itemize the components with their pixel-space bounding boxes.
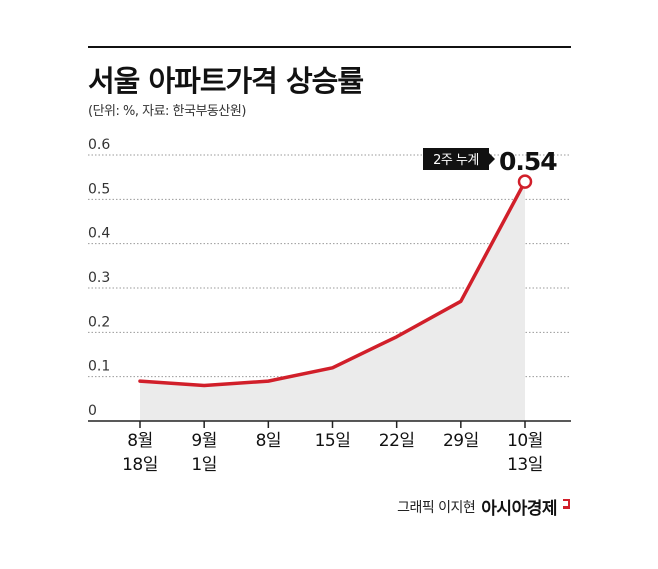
y-tick-label: 0.4 <box>88 226 110 242</box>
annotation-tag-label: 2주 누계 <box>433 153 479 168</box>
credit-brand: 아시아경제 <box>481 499 557 519</box>
x-tick-label: 18일 <box>122 455 158 475</box>
x-tick-label: 29일 <box>443 431 479 451</box>
top-rule <box>88 46 571 48</box>
y-tick-label: 0.5 <box>88 181 110 197</box>
area-fill <box>140 181 525 421</box>
x-axis-ticks: 8월 18일 9월 1일 8일 15일 22일 29일 10월 13일 <box>122 421 543 475</box>
x-tick-label: 8일 <box>256 431 281 451</box>
x-tick-label: 1일 <box>191 455 216 475</box>
x-tick-label: 13일 <box>507 455 543 475</box>
x-tick-label: 10월 <box>507 431 543 451</box>
y-tick-label: 0.1 <box>88 359 110 375</box>
y-tick-label: 0.6 <box>88 137 110 153</box>
credit-label: 그래픽 이지현 <box>397 499 476 516</box>
area-fill-shape <box>140 181 525 421</box>
y-tick-label: 0.2 <box>88 314 110 330</box>
annotation: 2주 누계 0.54 <box>423 147 558 176</box>
x-tick-label: 9월 <box>191 431 216 451</box>
y-tick-label: 0.3 <box>88 270 110 286</box>
annotation-tag-box <box>423 148 489 170</box>
y-tick-label: 0 <box>88 403 97 419</box>
series-line <box>138 174 533 388</box>
data-point-marker <box>517 174 533 189</box>
brand-logo-icon <box>563 498 570 509</box>
x-tick-label: 15일 <box>315 431 351 451</box>
series-line-path <box>138 179 527 388</box>
x-tick-label: 8월 <box>127 431 152 451</box>
chart-subtitle: (단위: %, 자료: 한국부동산원) <box>88 104 246 119</box>
annotation-value: 0.54 <box>499 147 557 176</box>
annotation-arrow-icon <box>489 153 495 165</box>
y-axis-ticks: 0 0.1 0.2 0.3 0.4 0.5 0.6 <box>88 137 110 419</box>
credit: 그래픽 이지현 아시아경제 <box>397 494 570 519</box>
x-tick-label: 22일 <box>379 431 415 451</box>
chart-title: 서울 아파트가격 상승률 <box>88 64 364 98</box>
